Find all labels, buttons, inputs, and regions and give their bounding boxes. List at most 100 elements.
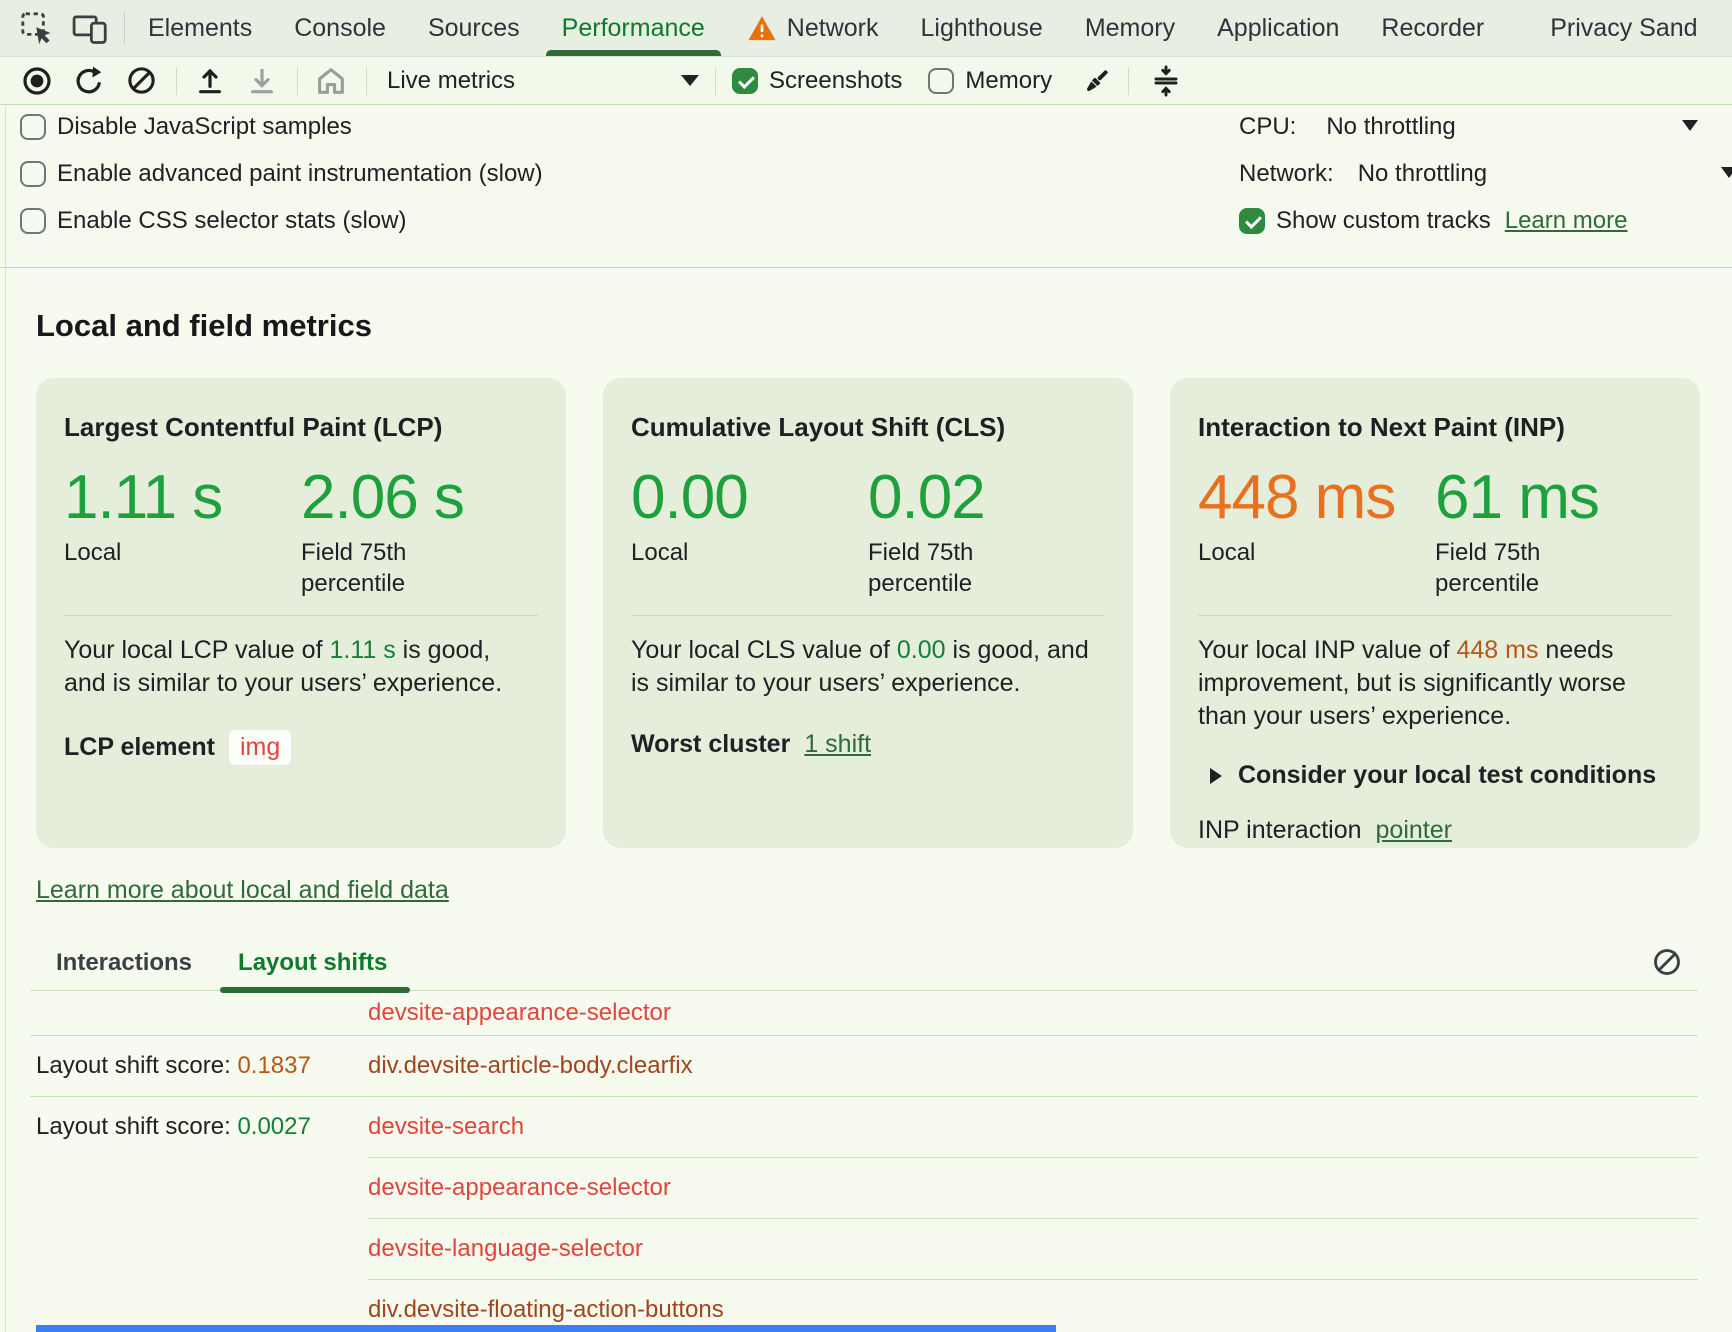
- cls-card: Cumulative Layout Shift (CLS) 0.00 Local…: [603, 378, 1133, 848]
- capture-settings: Disable JavaScript samples Enable advanc…: [0, 105, 1732, 268]
- cls-card-title: Cumulative Layout Shift (CLS): [631, 412, 1006, 442]
- layout-shift-row: Layout shift score: 0.1837 div.devsite-a…: [36, 1036, 1732, 1096]
- divider: [368, 1218, 1698, 1219]
- tab-performance[interactable]: Performance: [541, 0, 726, 56]
- local-label: Local: [64, 539, 122, 566]
- divider: [715, 66, 716, 95]
- lcp-inline-value: 1.11 s: [329, 636, 396, 664]
- tab-application[interactable]: Application: [1217, 13, 1340, 42]
- tab-sources[interactable]: Sources: [427, 13, 520, 42]
- selected-row-strip[interactable]: [36, 1325, 1056, 1332]
- shift-element-link[interactable]: devsite-language-selector: [368, 1235, 643, 1262]
- css-selector-stats-checkbox[interactable]: [20, 208, 46, 234]
- divider: [30, 1096, 1698, 1097]
- shift-element-link[interactable]: div.devsite-article-body.clearfix: [368, 1052, 693, 1079]
- memory-label[interactable]: Memory: [965, 66, 1053, 94]
- history-dropdown[interactable]: Live metrics: [387, 67, 699, 95]
- shift-element-link[interactable]: div.devsite-floating-action-buttons: [368, 1296, 724, 1323]
- divider: [1198, 615, 1672, 616]
- tab-elements[interactable]: Elements: [148, 13, 253, 42]
- tab-network[interactable]: Network: [726, 0, 900, 56]
- cls-local-value: 0.00: [631, 463, 749, 532]
- network-throttle-chevron-icon[interactable]: [1721, 167, 1732, 178]
- cpu-throttle-value[interactable]: No throttling: [1326, 113, 1456, 140]
- lcp-card-title: Largest Contentful Paint (LCP): [64, 412, 443, 442]
- worst-cluster-link[interactable]: 1 shift: [804, 730, 872, 758]
- tab-layout-shifts[interactable]: Layout shifts: [219, 949, 411, 993]
- field-label: Field 75th percentile: [301, 539, 407, 597]
- tab-privacy-sandbox[interactable]: Privacy Sand: [1550, 13, 1698, 42]
- warning-icon: [747, 15, 777, 42]
- inp-interaction-link[interactable]: pointer: [1375, 816, 1452, 844]
- cls-description: Your local CLS value of 0.00 is good, an…: [631, 636, 1089, 697]
- gc-brush-icon[interactable]: [1080, 64, 1114, 98]
- css-selector-stats-label[interactable]: Enable CSS selector stats (slow): [57, 207, 407, 234]
- divider: [124, 12, 125, 44]
- memory-checkbox[interactable]: [928, 67, 955, 94]
- layout-shift-row: devsite-appearance-selector: [36, 991, 1732, 1035]
- cls-inline-value: 0.00: [896, 636, 946, 664]
- tab-interactions[interactable]: Interactions: [56, 949, 193, 976]
- disable-js-samples-label[interactable]: Disable JavaScript samples: [57, 113, 352, 140]
- score-value: 0.0027: [237, 1113, 311, 1140]
- divider: [368, 1157, 1698, 1158]
- layout-shift-row: Layout shift score: 0.0027 devsite-searc…: [36, 1097, 1732, 1157]
- learn-more-field-data-link[interactable]: Learn more about local and field data: [36, 876, 449, 904]
- shift-element-link[interactable]: devsite-appearance-selector: [368, 999, 671, 1026]
- layout-shift-row: devsite-language-selector: [36, 1219, 1732, 1279]
- local-label: Local: [631, 539, 689, 566]
- inp-interaction-label: INP interaction: [1198, 816, 1362, 844]
- score-label: Layout shift score:: [36, 1052, 238, 1079]
- metric-cards: Largest Contentful Paint (LCP) 1.11 s Lo…: [36, 378, 1732, 848]
- record-button[interactable]: [20, 64, 54, 98]
- custom-tracks-label[interactable]: Show custom tracks: [1276, 207, 1491, 234]
- inp-inline-value: 448 ms: [1456, 636, 1539, 664]
- cpu-throttle-label: CPU:: [1239, 113, 1297, 140]
- lcp-element-chip[interactable]: img: [228, 730, 292, 765]
- divider: [30, 990, 1698, 991]
- clear-recording-button[interactable]: [124, 64, 158, 98]
- local-label: Local: [1198, 539, 1256, 566]
- custom-tracks-learn-more-link[interactable]: Learn more: [1504, 207, 1628, 234]
- custom-tracks-checkbox[interactable]: [1239, 208, 1265, 234]
- record-and-reload-button[interactable]: [72, 64, 106, 98]
- divider: [368, 1279, 1698, 1280]
- screenshots-checkbox[interactable]: [732, 67, 758, 94]
- live-metrics-view: Local and field metrics Largest Contentf…: [0, 308, 1732, 1332]
- local-test-conditions-disclosure[interactable]: Consider your local test conditions: [1198, 761, 1672, 790]
- cpu-throttle-chevron-icon[interactable]: [1682, 120, 1698, 131]
- tab-memory[interactable]: Memory: [1084, 13, 1176, 42]
- device-toolbar-icon[interactable]: [72, 11, 108, 45]
- collapse-panel-icon[interactable]: [1149, 64, 1183, 98]
- divider: [176, 66, 177, 95]
- score-value: 0.1837: [237, 1052, 311, 1079]
- lcp-local-value: 1.11 s: [64, 463, 223, 532]
- tab-lighthouse[interactable]: Lighthouse: [920, 13, 1043, 42]
- divider: [30, 1035, 1698, 1036]
- download-profile-icon[interactable]: [245, 64, 279, 98]
- history-dropdown-value: Live metrics: [387, 66, 516, 94]
- screenshots-label[interactable]: Screenshots: [769, 66, 903, 94]
- tab-console[interactable]: Console: [294, 13, 386, 42]
- home-icon[interactable]: [314, 64, 348, 98]
- inp-field-value: 61 ms: [1435, 463, 1600, 532]
- network-throttle-label: Network:: [1239, 160, 1334, 187]
- upload-profile-icon[interactable]: [193, 64, 227, 98]
- shift-element-link[interactable]: devsite-search: [368, 1113, 525, 1140]
- layout-shift-row: devsite-appearance-selector: [36, 1158, 1732, 1218]
- inspect-element-icon[interactable]: [20, 11, 54, 45]
- disable-js-samples-checkbox[interactable]: [20, 114, 46, 140]
- field-label: Field 75th percentile: [868, 539, 974, 597]
- shift-element-link[interactable]: devsite-appearance-selector: [368, 1174, 671, 1201]
- lcp-field-value: 2.06 s: [301, 463, 465, 532]
- live-metrics-log: Interactions Layout shifts devsite-appea…: [30, 947, 1732, 1332]
- advanced-paint-label[interactable]: Enable advanced paint instrumentation (s…: [57, 160, 543, 187]
- tab-recorder[interactable]: Recorder: [1381, 13, 1485, 42]
- chevron-down-icon: [681, 75, 699, 86]
- worst-cluster-label: Worst cluster: [631, 730, 791, 758]
- field-label: Field 75th percentile: [1435, 539, 1541, 597]
- clear-log-icon[interactable]: [1652, 947, 1682, 977]
- advanced-paint-checkbox[interactable]: [20, 161, 46, 187]
- network-throttle-value[interactable]: No throttling: [1357, 160, 1488, 187]
- lcp-card: Largest Contentful Paint (LCP) 1.11 s Lo…: [36, 378, 566, 848]
